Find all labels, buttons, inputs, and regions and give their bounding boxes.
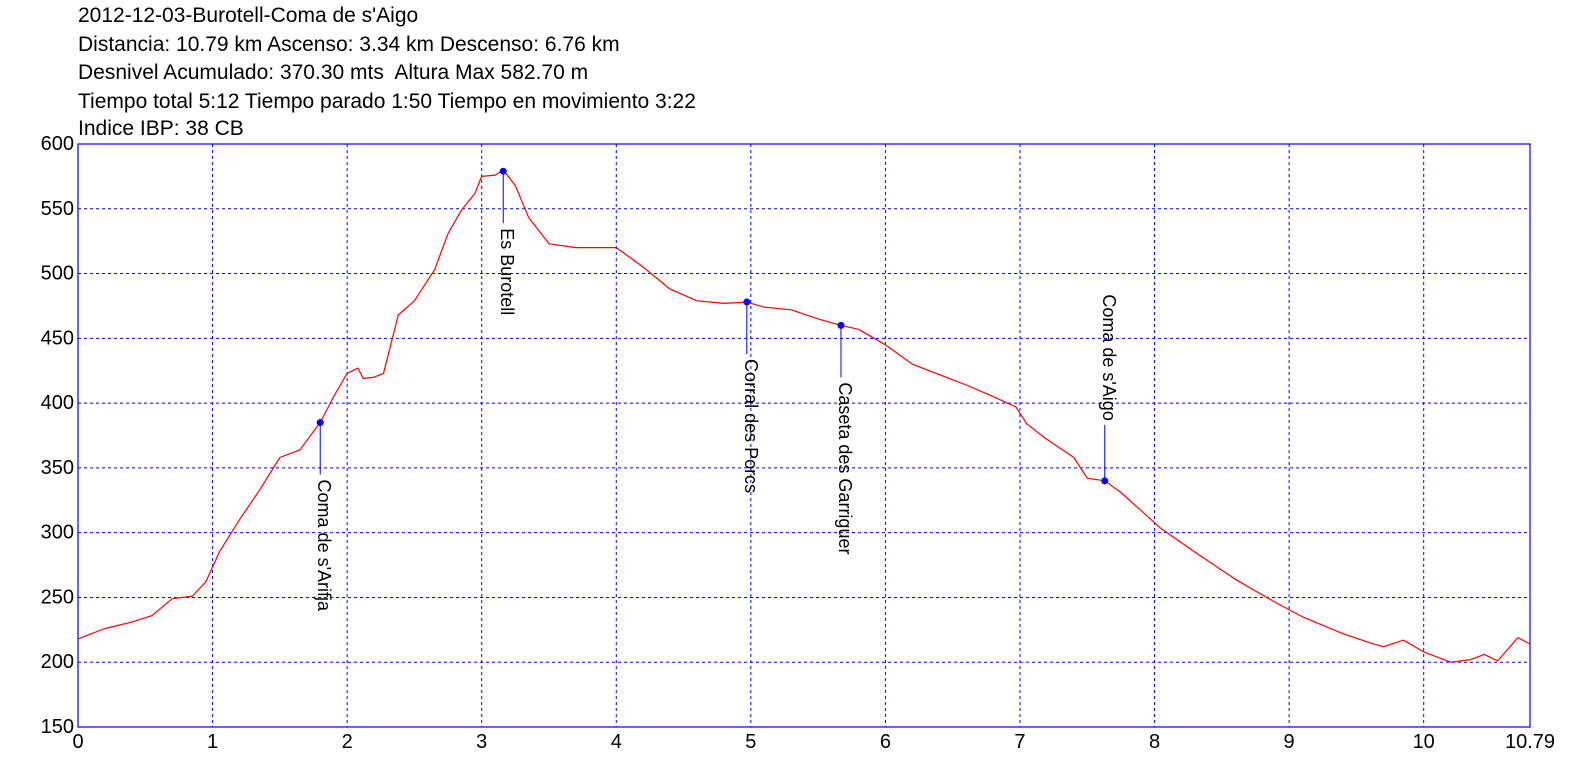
plot-frame xyxy=(77,143,1531,728)
x-tick-label: 7 xyxy=(1014,731,1025,753)
waypoint-label: Corral des Porcs xyxy=(741,359,761,493)
y-tick-label: 600 xyxy=(41,133,74,155)
x-tick-label: 9 xyxy=(1284,731,1295,753)
header-distance: Distancia: 10.79 km Ascenso: 3.34 km Des… xyxy=(78,33,620,56)
header-ibp: Indice IBP: 38 CB xyxy=(78,117,244,140)
x-tick-label: 6 xyxy=(880,731,891,753)
x-tick-label: 8 xyxy=(1149,731,1160,753)
x-tick-label: 2 xyxy=(342,731,353,753)
waypoint-marker xyxy=(1101,477,1109,485)
y-tick-label: 450 xyxy=(41,327,74,349)
x-tick-label: 0 xyxy=(72,731,83,753)
x-tick-label: 4 xyxy=(611,731,622,753)
x-tick-label: 10.79 xyxy=(1505,731,1555,753)
x-tick-label: 3 xyxy=(476,731,487,753)
waypoint-label: Caseta des Garriguer xyxy=(835,382,855,554)
waypoint-label: Coma de s'Aigo xyxy=(1099,294,1119,421)
y-tick-label: 550 xyxy=(41,198,74,220)
y-tick-label: 300 xyxy=(41,522,74,544)
y-tick-label: 400 xyxy=(41,392,74,414)
x-tick-label: 10 xyxy=(1413,731,1435,753)
y-tick-label: 150 xyxy=(41,716,74,738)
header-accumulated: Desnivel Acumulado: 370.30 mts Altura Ma… xyxy=(78,61,589,84)
x-tick-label: 1 xyxy=(207,731,218,753)
y-tick-label: 250 xyxy=(41,586,74,608)
y-tick-label: 350 xyxy=(41,457,74,479)
waypoint-marker xyxy=(743,298,751,306)
waypoint-marker xyxy=(837,321,845,329)
y-tick-label: 500 xyxy=(41,263,74,285)
waypoint-label: Coma de s'Arifja xyxy=(314,480,334,612)
waypoint-marker xyxy=(499,167,507,175)
waypoint-marker xyxy=(316,419,324,427)
waypoint-label: Es Burotell xyxy=(497,228,517,315)
elevation-profile-line xyxy=(77,169,1531,663)
header-time: Tiempo total 5:12 Tiempo parado 1:50 Tie… xyxy=(78,90,696,113)
y-tick-label: 200 xyxy=(41,651,74,673)
x-tick-label: 5 xyxy=(745,731,756,753)
header-title: 2012-12-03-Burotell-Coma de s'Aigo xyxy=(78,4,419,27)
